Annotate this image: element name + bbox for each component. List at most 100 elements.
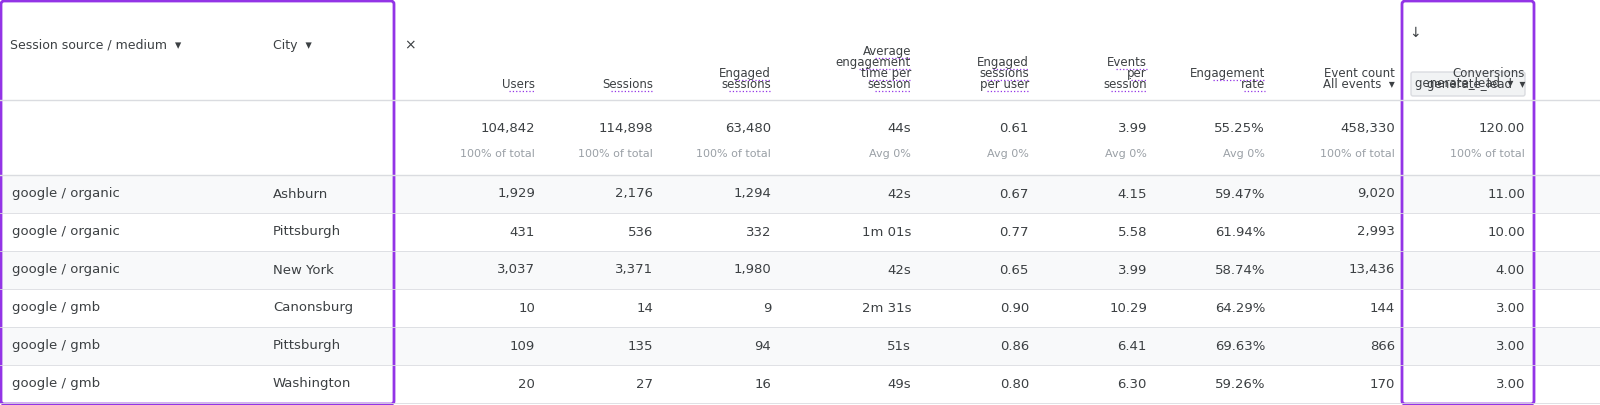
- Bar: [0, 289, 1600, 327]
- Text: ×: ×: [405, 38, 416, 52]
- Text: 104,842: 104,842: [480, 122, 534, 135]
- Text: 42s: 42s: [888, 188, 910, 200]
- Text: 100% of total: 100% of total: [578, 149, 653, 159]
- Text: 42s: 42s: [888, 264, 910, 277]
- Text: 0.86: 0.86: [1000, 339, 1029, 352]
- Text: 27: 27: [637, 377, 653, 390]
- Text: Engaged: Engaged: [978, 56, 1029, 69]
- Text: 0.77: 0.77: [1000, 226, 1029, 239]
- Text: 0.90: 0.90: [1000, 301, 1029, 315]
- Text: Engagement: Engagement: [1190, 67, 1266, 80]
- Text: 20: 20: [518, 377, 534, 390]
- Text: ↓: ↓: [1410, 26, 1421, 40]
- Text: 1,929: 1,929: [498, 188, 534, 200]
- Text: 11.00: 11.00: [1486, 188, 1525, 200]
- Text: 58.74%: 58.74%: [1214, 264, 1266, 277]
- Text: Avg 0%: Avg 0%: [987, 149, 1029, 159]
- Text: 144: 144: [1370, 301, 1395, 315]
- Text: 114,898: 114,898: [598, 122, 653, 135]
- Text: 10.29: 10.29: [1109, 301, 1147, 315]
- Text: 866: 866: [1370, 339, 1395, 352]
- Text: 6.41: 6.41: [1118, 339, 1147, 352]
- Text: 94: 94: [754, 339, 771, 352]
- Text: 100% of total: 100% of total: [696, 149, 771, 159]
- Text: per user: per user: [979, 78, 1029, 91]
- Bar: [0, 213, 1600, 251]
- Text: Conversions: Conversions: [1453, 67, 1525, 80]
- Bar: [0, 365, 1600, 403]
- Text: google / gmb: google / gmb: [13, 377, 101, 390]
- Bar: [0, 175, 1600, 213]
- Text: 431: 431: [510, 226, 534, 239]
- Text: 9,020: 9,020: [1357, 188, 1395, 200]
- Text: google / gmb: google / gmb: [13, 301, 101, 315]
- Text: sessions: sessions: [722, 78, 771, 91]
- Text: 2,176: 2,176: [614, 188, 653, 200]
- Text: session: session: [867, 78, 910, 91]
- Text: City  ▾: City ▾: [274, 38, 312, 51]
- Text: 55.25%: 55.25%: [1214, 122, 1266, 135]
- Text: 1,294: 1,294: [733, 188, 771, 200]
- Text: Washington: Washington: [274, 377, 352, 390]
- Bar: [0, 0, 1600, 100]
- Text: 109: 109: [510, 339, 534, 352]
- Text: 0.80: 0.80: [1000, 377, 1029, 390]
- Text: 4.15: 4.15: [1117, 188, 1147, 200]
- Text: 100% of total: 100% of total: [461, 149, 534, 159]
- Text: 63,480: 63,480: [725, 122, 771, 135]
- Text: Avg 0%: Avg 0%: [869, 149, 910, 159]
- Text: 3,037: 3,037: [498, 264, 534, 277]
- Text: google / organic: google / organic: [13, 188, 120, 200]
- Bar: [0, 327, 1600, 365]
- Text: 120.00: 120.00: [1478, 122, 1525, 135]
- Text: 10.00: 10.00: [1488, 226, 1525, 239]
- Text: Users: Users: [502, 78, 534, 91]
- Text: New York: New York: [274, 264, 334, 277]
- Text: session: session: [1104, 78, 1147, 91]
- Text: generate_lead  ▾: generate_lead ▾: [1414, 77, 1514, 90]
- Text: Canonsburg: Canonsburg: [274, 301, 354, 315]
- Text: 0.67: 0.67: [1000, 188, 1029, 200]
- Text: Sessions: Sessions: [602, 78, 653, 91]
- Text: 13,436: 13,436: [1349, 264, 1395, 277]
- Text: 3.00: 3.00: [1496, 339, 1525, 352]
- Bar: [0, 251, 1600, 289]
- Text: 14: 14: [637, 301, 653, 315]
- Text: 44s: 44s: [888, 122, 910, 135]
- Text: 64.29%: 64.29%: [1214, 301, 1266, 315]
- Text: 1m 01s: 1m 01s: [862, 226, 910, 239]
- Text: Event count: Event count: [1325, 67, 1395, 80]
- Text: Events: Events: [1107, 56, 1147, 69]
- Text: 6.30: 6.30: [1118, 377, 1147, 390]
- Text: 100% of total: 100% of total: [1450, 149, 1525, 159]
- Text: 458,330: 458,330: [1341, 122, 1395, 135]
- Text: 100% of total: 100% of total: [1320, 149, 1395, 159]
- Text: Pittsburgh: Pittsburgh: [274, 339, 341, 352]
- Text: 3.00: 3.00: [1496, 301, 1525, 315]
- Text: Ashburn: Ashburn: [274, 188, 328, 200]
- Text: 59.26%: 59.26%: [1214, 377, 1266, 390]
- Text: 59.47%: 59.47%: [1214, 188, 1266, 200]
- Text: 69.63%: 69.63%: [1214, 339, 1266, 352]
- Text: 170: 170: [1370, 377, 1395, 390]
- Text: 2m 31s: 2m 31s: [861, 301, 910, 315]
- Text: 16: 16: [754, 377, 771, 390]
- Text: 61.94%: 61.94%: [1214, 226, 1266, 239]
- Text: Average: Average: [862, 45, 910, 58]
- Text: rate: rate: [1240, 78, 1266, 91]
- Text: sessions: sessions: [979, 67, 1029, 80]
- Text: Avg 0%: Avg 0%: [1222, 149, 1266, 159]
- Text: 5.58: 5.58: [1117, 226, 1147, 239]
- Text: 0.61: 0.61: [1000, 122, 1029, 135]
- Text: 3.99: 3.99: [1118, 122, 1147, 135]
- Text: 536: 536: [627, 226, 653, 239]
- Text: 3.00: 3.00: [1496, 377, 1525, 390]
- Text: 135: 135: [627, 339, 653, 352]
- Text: engagement: engagement: [835, 56, 910, 69]
- Text: 49s: 49s: [888, 377, 910, 390]
- Text: 3,371: 3,371: [614, 264, 653, 277]
- Text: 332: 332: [746, 226, 771, 239]
- Text: Engaged: Engaged: [718, 67, 771, 80]
- Text: 4.00: 4.00: [1496, 264, 1525, 277]
- Text: generate_lead  ▾: generate_lead ▾: [1427, 78, 1525, 91]
